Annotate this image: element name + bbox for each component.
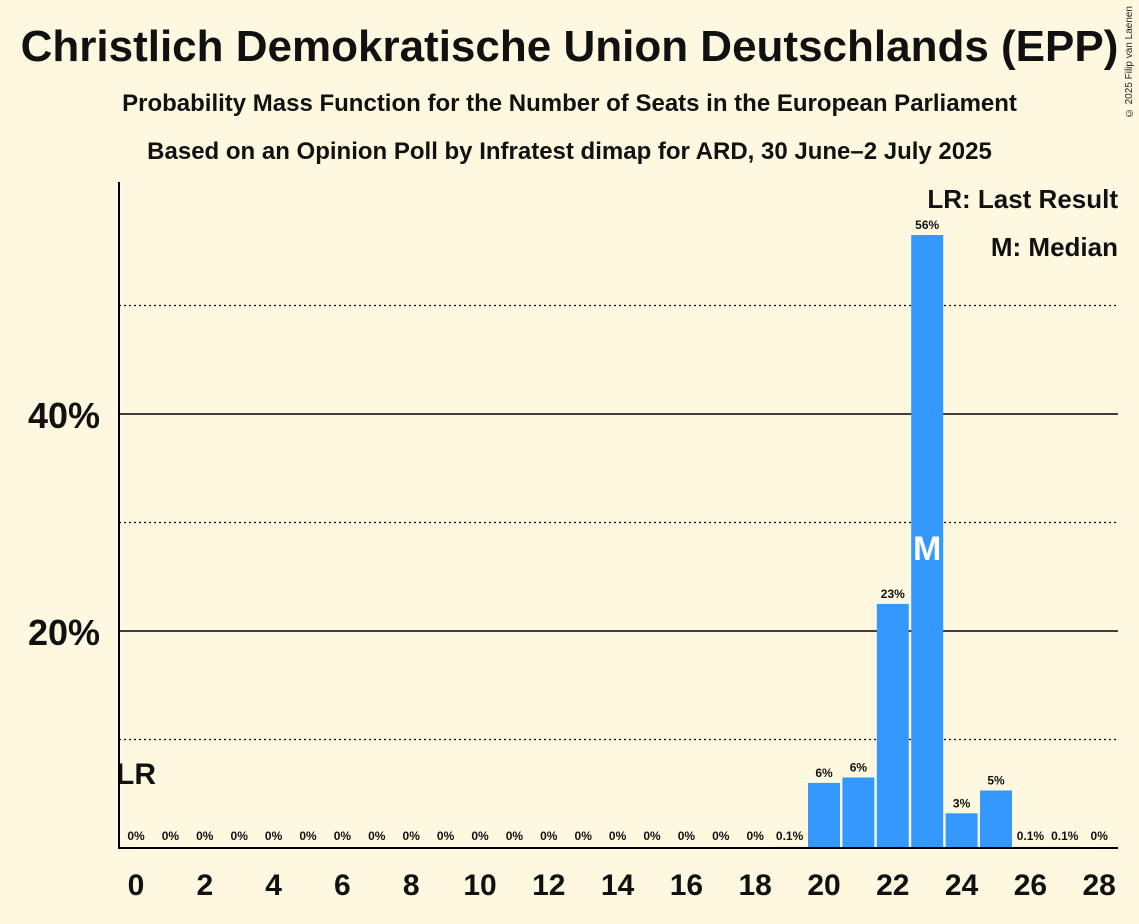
y-tick-label: 40% <box>28 395 100 436</box>
x-tick-label: 0 <box>128 869 145 902</box>
bar-value-label: 23% <box>881 587 905 601</box>
x-tick-label: 2 <box>196 869 213 902</box>
x-tick-label: 24 <box>945 869 979 902</box>
bar-value-label: 0% <box>540 829 558 843</box>
bar-value-label: 0% <box>334 829 352 843</box>
bar-value-label: 0.1% <box>1017 829 1045 843</box>
last-result-marker: LR <box>116 758 156 791</box>
x-tick-label: 20 <box>807 869 840 902</box>
bar-value-label: 0% <box>609 829 627 843</box>
bar-value-label: 0% <box>368 829 386 843</box>
bar-value-label: 0% <box>643 829 661 843</box>
bar-value-label: 56% <box>915 218 939 232</box>
bar-value-label: 0% <box>747 829 765 843</box>
x-tick-label: 26 <box>1014 869 1047 902</box>
bar-value-label: 6% <box>850 760 868 774</box>
x-tick-label: 10 <box>463 869 496 902</box>
bar-seat-24 <box>945 813 978 848</box>
chart-subtitle: Probability Mass Function for the Number… <box>122 90 1017 117</box>
y-tick-label: 20% <box>28 612 100 653</box>
bar-value-label: 0.1% <box>776 829 804 843</box>
x-tick-label: 8 <box>403 869 420 902</box>
x-tick-label: 18 <box>739 869 772 902</box>
x-tick-label: 14 <box>601 869 635 902</box>
legend-median: M: Median <box>990 232 1118 262</box>
bar-value-label: 0% <box>162 829 180 843</box>
bar-seat-23 <box>911 234 944 849</box>
bar-value-label: 0% <box>265 829 283 843</box>
bar-value-label: 0% <box>299 829 317 843</box>
bar-value-label: 0% <box>471 829 489 843</box>
bar-value-label: 0% <box>575 829 593 843</box>
median-marker: M <box>913 530 941 568</box>
x-tick-label: 28 <box>1083 869 1116 902</box>
bar-seat-22 <box>876 603 909 848</box>
chart-title: Christlich Demokratische Union Deutschla… <box>20 22 1119 71</box>
x-tick-label: 6 <box>334 869 351 902</box>
bar-seat-21 <box>842 777 875 848</box>
bar-value-label: 0.1% <box>1051 829 1079 843</box>
bar-value-label: 5% <box>987 773 1005 787</box>
bar-value-label: 0% <box>437 829 455 843</box>
x-tick-label: 12 <box>532 869 565 902</box>
bar-value-label: 0% <box>506 829 524 843</box>
bar-value-label: 6% <box>815 766 833 780</box>
bar-value-label: 0% <box>231 829 249 843</box>
legend-last-result: LR: Last Result <box>927 184 1118 214</box>
bar-value-label: 0% <box>1091 829 1109 843</box>
bar-value-label: 0% <box>678 829 696 843</box>
bar-value-label: 0% <box>196 829 214 843</box>
bar-value-label: 3% <box>953 796 971 810</box>
bar-seat-25 <box>980 790 1012 848</box>
bar-value-label: 0% <box>712 829 730 843</box>
chart-source: Based on an Opinion Poll by Infratest di… <box>147 138 992 165</box>
bar-value-label: 0% <box>403 829 421 843</box>
bar-value-label: 0% <box>127 829 145 843</box>
x-tick-label: 16 <box>670 869 703 902</box>
bar-seat-20 <box>808 782 840 848</box>
x-tick-label: 22 <box>876 869 909 902</box>
x-tick-label: 4 <box>265 869 282 902</box>
